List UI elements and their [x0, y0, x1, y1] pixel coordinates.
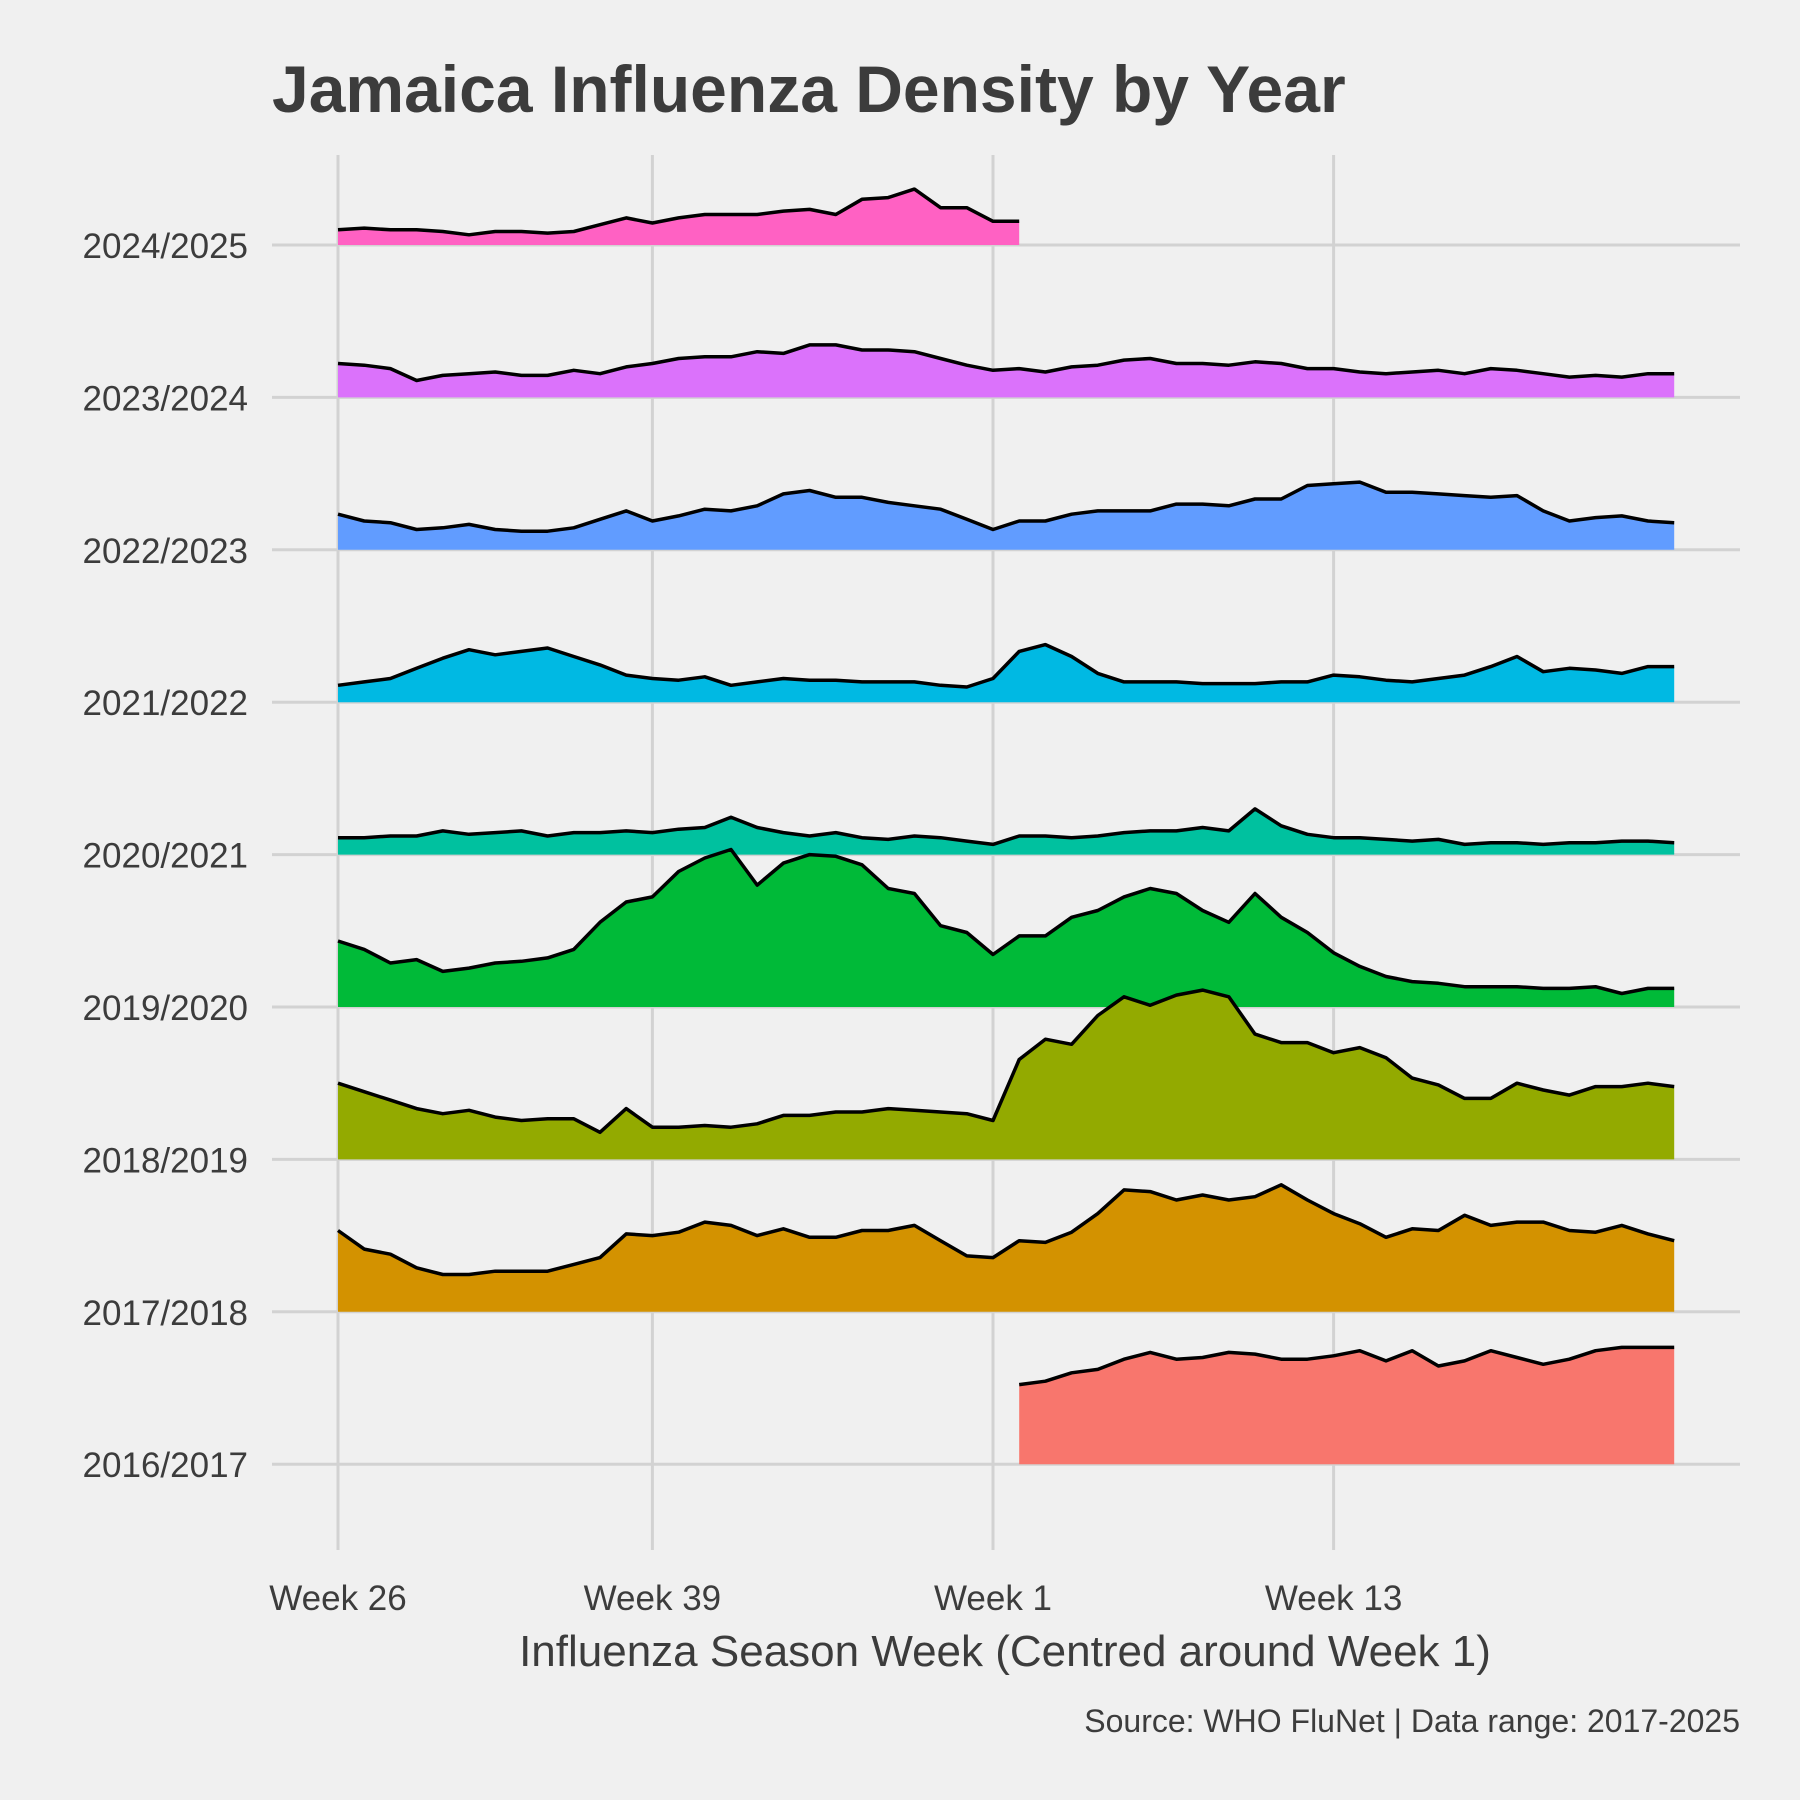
ridge-outline	[1018, 1345, 1675, 1387]
ridge-outline	[337, 988, 1675, 1135]
y-tick-label: 2018/2019	[83, 1141, 248, 1180]
ridge-area	[1019, 1347, 1675, 1465]
ridge-2017-2018	[336, 1183, 1675, 1312]
y-tick-label: 2019/2020	[83, 989, 248, 1028]
ridge-outline	[337, 847, 1675, 996]
y-tick-label: 2021/2022	[83, 684, 248, 723]
x-tick-label: Week 13	[1265, 1579, 1403, 1618]
ridge-area	[338, 990, 1675, 1160]
ridge-outline	[336, 1183, 1675, 1277]
ridge-outline	[338, 807, 1675, 847]
ridge-2016-2017	[1018, 1345, 1675, 1465]
y-tick-label: 2017/2018	[83, 1294, 248, 1333]
y-tick-label: 2023/2024	[83, 379, 248, 418]
chart-title: Jamaica Influenza Density by Year	[272, 52, 1346, 126]
ridge-2022-2023	[337, 480, 1675, 550]
ridge-2019-2020	[337, 847, 1675, 1007]
ridge-outline	[337, 642, 1675, 689]
x-tick-label: Week 39	[584, 1579, 722, 1618]
y-tick-label: 2020/2021	[83, 837, 248, 876]
ridge-2018-2019	[337, 988, 1675, 1160]
chart-caption: Source: WHO FluNet | Data range: 2017-20…	[1084, 1703, 1740, 1739]
ridge-outline	[337, 187, 1020, 237]
x-axis-title: Influenza Season Week (Centred around We…	[519, 1627, 1491, 1676]
ridge-2024-2025	[337, 187, 1020, 245]
ridge-layer	[336, 187, 1675, 1465]
ridge-outline	[337, 343, 1675, 383]
ridge-2021-2022	[337, 642, 1675, 703]
x-tick-label: Week 26	[269, 1579, 407, 1618]
ridge-2020-2021	[338, 807, 1675, 855]
y-tick-label: 2024/2025	[83, 227, 248, 266]
y-tick-label: 2022/2023	[83, 532, 248, 571]
x-tick-label: Week 1	[934, 1579, 1052, 1618]
y-tick-label: 2016/2017	[83, 1446, 248, 1485]
ridge-area	[338, 849, 1675, 1007]
ridge-area	[338, 189, 1020, 245]
ridge-area	[338, 808, 1675, 855]
ridge-area	[338, 482, 1675, 550]
ridge-2023-2024	[337, 343, 1675, 398]
ridge-outline	[337, 480, 1675, 533]
ridge-area	[338, 644, 1675, 703]
tick-layer: Week 26 Week 39 Week 1 Week 13 2016/2017 2017…	[83, 227, 1403, 1618]
